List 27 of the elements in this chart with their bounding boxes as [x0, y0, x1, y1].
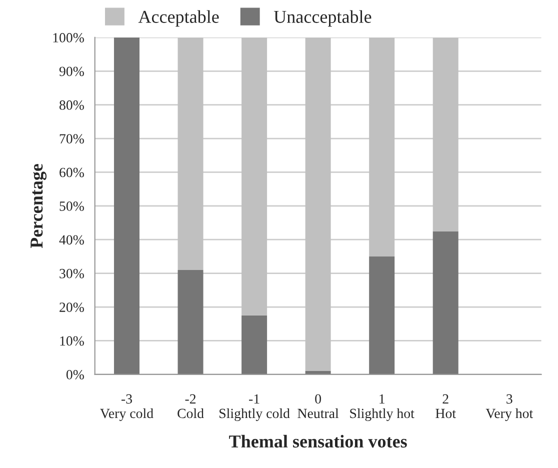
y-tick-label: 30% — [60, 268, 84, 278]
y-tick-label: 60% — [60, 168, 84, 178]
legend-label: Acceptable — [138, 10, 219, 27]
y-tick-label: 70% — [60, 134, 84, 144]
y-tick-label: 80% — [60, 100, 84, 110]
x-tick-label: 2 Hot — [436, 394, 456, 418]
bar — [178, 270, 204, 374]
x-tick-label: -1 Slightly cold — [220, 394, 290, 421]
x-axis-title: Themal sensation votes — [229, 434, 407, 448]
y-tick-label: 10% — [60, 336, 84, 346]
y-axis-title: Percentage — [30, 164, 46, 248]
bar — [242, 315, 268, 374]
x-tick-label: -2 Cold — [178, 394, 204, 418]
x-tick-label: 0 Neutral — [298, 394, 339, 418]
y-tick-label: 20% — [60, 302, 84, 312]
y-tick-label: 100% — [53, 33, 84, 42]
x-tick-label: -3 Very cold — [100, 394, 154, 421]
x-tick-label: 3 Very hot — [486, 394, 534, 421]
legend-label: Unacceptable — [274, 10, 372, 27]
y-tick-label: 90% — [59, 66, 84, 76]
y-tick-label: 40% — [59, 235, 84, 245]
y-tick-label: 0% — [66, 370, 84, 380]
bar — [114, 37, 140, 374]
y-tick-label: 50% — [60, 202, 84, 211]
bar — [369, 256, 395, 374]
x-tick-label: 1 Slightly hot — [350, 394, 414, 421]
bar — [432, 231, 458, 374]
